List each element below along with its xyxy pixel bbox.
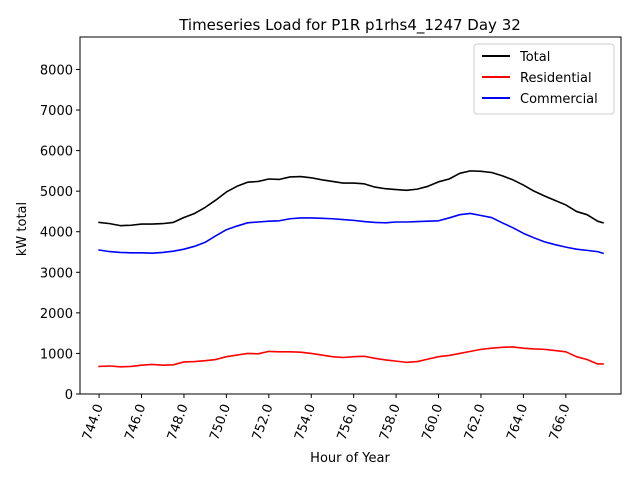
y-tick-label: 3000: [40, 266, 73, 281]
y-tick-label: 1000: [40, 347, 73, 362]
y-tick-label: 4000: [40, 226, 73, 241]
y-tick-label: 2000: [40, 307, 73, 322]
legend: Total Residential Commercial: [473, 43, 615, 115]
axes-frame: [79, 36, 622, 395]
x-axis-title: Hour of Year: [310, 451, 390, 466]
series-line-total: [98, 170, 604, 227]
series-line-residential: [98, 346, 604, 368]
y-tick-label: 5000: [40, 185, 73, 200]
legend-label-total: Total: [519, 50, 550, 65]
legend-label-residential: Residential: [520, 71, 592, 86]
y-axis-title: kW total: [15, 202, 30, 256]
chart-title: Timeseries Load for P1R p1rhs4_1247 Day …: [178, 16, 521, 35]
y-tick-label: 6000: [40, 145, 73, 160]
legend-label-commercial: Commercial: [520, 92, 598, 107]
y-tick-label: 7000: [40, 104, 73, 119]
y-tick-label: 0: [65, 388, 73, 403]
y-tick-label: 8000: [40, 63, 73, 78]
legend-box: [473, 43, 615, 115]
series-line-commercial: [98, 212, 604, 255]
